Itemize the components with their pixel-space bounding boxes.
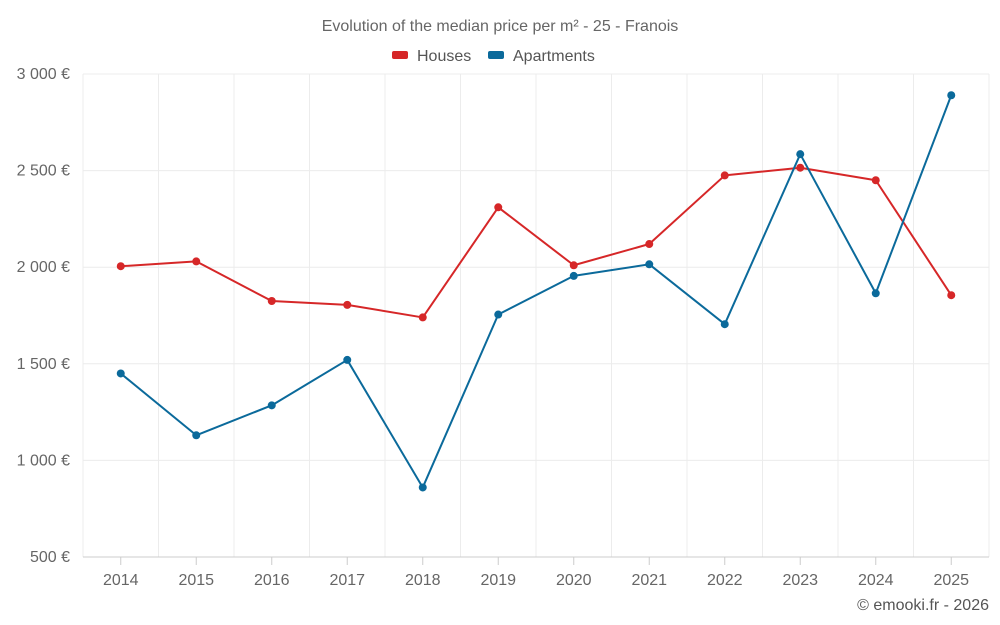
- x-tick-label: 2022: [707, 572, 743, 589]
- y-tick-label: 1 000 €: [17, 452, 70, 469]
- data-point[interactable]: [494, 203, 503, 212]
- x-tick-label: 2016: [254, 572, 290, 589]
- data-point[interactable]: [116, 369, 125, 378]
- data-point[interactable]: [796, 150, 805, 159]
- y-tick-label: 3 000 €: [17, 66, 70, 83]
- data-point[interactable]: [720, 320, 729, 329]
- data-point[interactable]: [569, 271, 578, 280]
- legend-label[interactable]: Apartments: [513, 48, 595, 65]
- x-tick-label: 2023: [782, 572, 818, 589]
- x-tick-label: 2017: [329, 572, 365, 589]
- data-point[interactable]: [343, 300, 352, 309]
- legend: Houses Apartments: [392, 48, 595, 65]
- data-point[interactable]: [192, 257, 201, 266]
- y-tick-label: 2 000 €: [17, 259, 70, 276]
- data-point[interactable]: [418, 483, 427, 492]
- grid: [82, 73, 990, 557]
- data-point[interactable]: [871, 289, 880, 298]
- x-tick-label: 2018: [405, 572, 441, 589]
- data-point[interactable]: [418, 313, 427, 322]
- data-point[interactable]: [267, 401, 276, 410]
- x-tick-label: 2014: [103, 572, 139, 589]
- data-point[interactable]: [569, 261, 578, 270]
- series-line: [120, 166, 953, 319]
- series-line: [120, 94, 953, 489]
- x-tick-label: 2025: [933, 572, 969, 589]
- series-group: [116, 91, 956, 492]
- x-tick-label: 2020: [556, 572, 592, 589]
- x-tick-label: 2015: [178, 572, 214, 589]
- legend-label[interactable]: Houses: [417, 48, 471, 65]
- x-tick-label: 2021: [631, 572, 667, 589]
- data-point[interactable]: [796, 163, 805, 172]
- x-tick-label: 2019: [480, 572, 516, 589]
- x-tick-label: 2024: [858, 572, 894, 589]
- data-point[interactable]: [267, 297, 276, 306]
- legend-swatch: [392, 51, 408, 59]
- chart-title: Evolution of the median price per m² - 2…: [322, 18, 679, 35]
- y-tick-label: 2 500 €: [17, 163, 70, 180]
- data-point[interactable]: [645, 240, 654, 249]
- y-axis: 500 € 1 000 € 1 500 € 2 000 € 2 500 € 3 000 €: [17, 66, 70, 566]
- legend-swatch: [488, 51, 504, 59]
- data-point[interactable]: [343, 355, 352, 364]
- data-point[interactable]: [871, 176, 880, 185]
- data-point[interactable]: [116, 262, 125, 271]
- data-point[interactable]: [645, 260, 654, 269]
- data-point[interactable]: [947, 91, 956, 100]
- series-apartments: [116, 91, 956, 492]
- data-point[interactable]: [720, 171, 729, 180]
- data-point[interactable]: [947, 291, 956, 300]
- y-tick-label: 500 €: [30, 549, 70, 566]
- x-axis: 2014 2015 2016 2017 2018 2019 2020 2021 2022 2023…: [83, 556, 989, 589]
- y-tick-label: 1 500 €: [17, 356, 70, 373]
- data-point[interactable]: [494, 310, 503, 319]
- series-houses: [116, 163, 956, 322]
- data-point[interactable]: [192, 431, 201, 440]
- credit-text: © emooki.fr - 2026: [857, 597, 989, 614]
